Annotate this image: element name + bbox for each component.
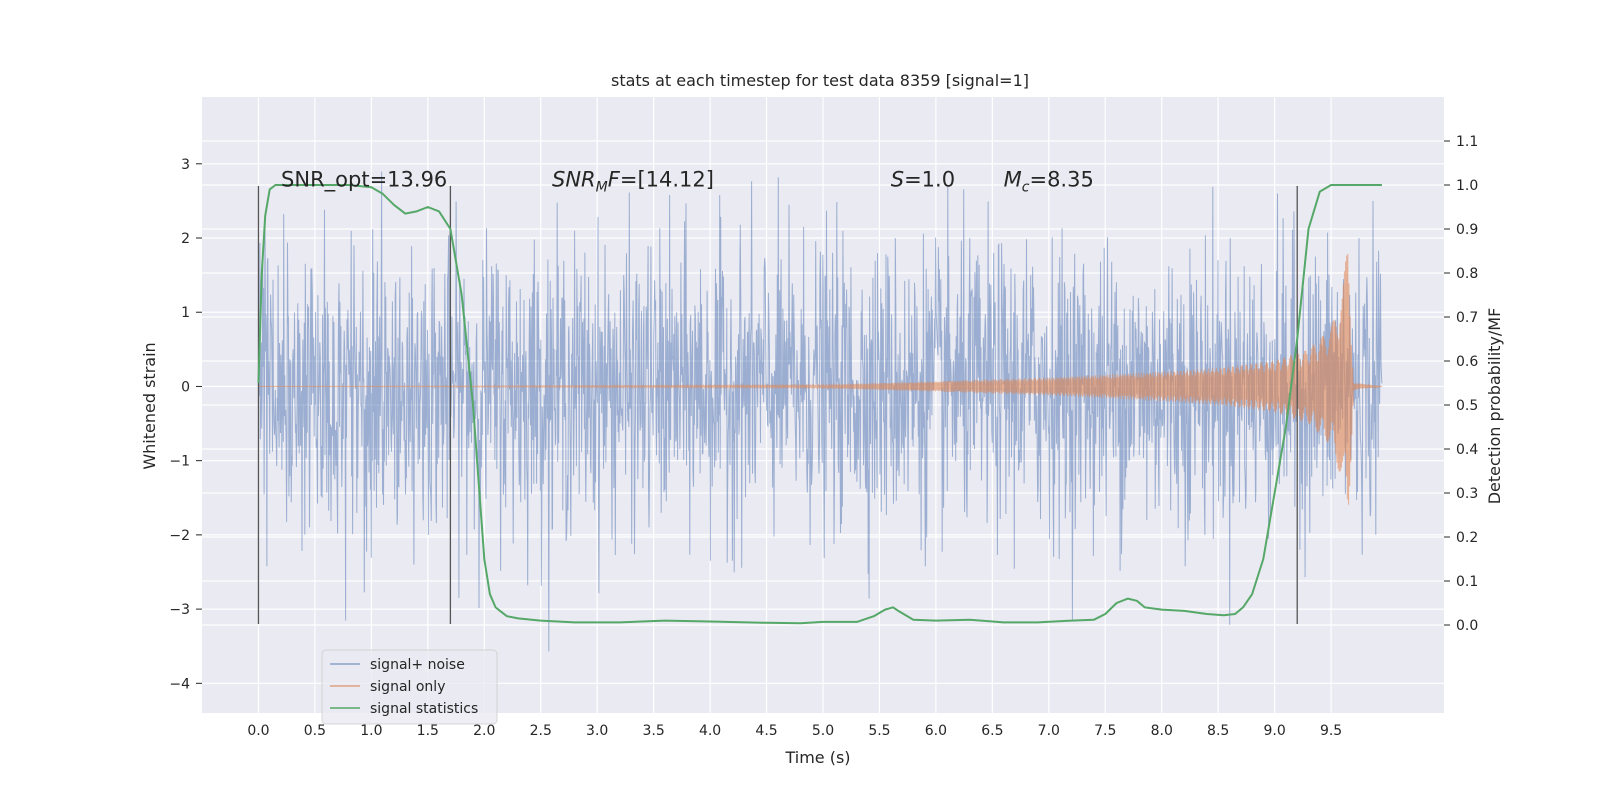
annotation-1: SNRMF=[14.12] xyxy=(552,168,714,196)
vertical-markers xyxy=(257,186,1298,624)
x-tick-label: 9.0 xyxy=(1264,723,1286,739)
y2-tick-label: 1.0 xyxy=(1456,178,1478,194)
signal-plus-noise-line xyxy=(258,171,1383,652)
y-tick-label: −3 xyxy=(169,602,190,618)
y2-tick-label: 0.7 xyxy=(1456,310,1478,326)
y2-tick-label: 0.2 xyxy=(1456,530,1478,546)
y2-axis-label: Detection probability/MF xyxy=(1485,308,1504,505)
y-tick-label: 2 xyxy=(181,231,190,247)
x-tick-label: 4.5 xyxy=(755,723,777,739)
x-tick-label: 5.0 xyxy=(812,723,834,739)
y2-tick-label: 0.8 xyxy=(1456,266,1478,282)
y-tick-label: −1 xyxy=(169,454,190,470)
x-tick-label: 0.5 xyxy=(304,723,326,739)
x-tick-label: 3.0 xyxy=(586,723,608,739)
series-signal-plus-noise xyxy=(258,171,1383,652)
x-tick-label: 6.0 xyxy=(925,723,947,739)
y2-tick-label: 0.0 xyxy=(1456,618,1478,634)
y2-tick-label: 0.6 xyxy=(1456,354,1478,370)
y2-tick-label: 0.1 xyxy=(1456,574,1478,590)
x-tick-label: 1.0 xyxy=(360,723,382,739)
y-ticks: 3 2 1 0 −1 −2 −3 −4 xyxy=(169,157,202,692)
y-axis-label: Whitened strain xyxy=(140,342,159,469)
legend-label-stats: signal statistics xyxy=(370,701,478,717)
series-signal-only xyxy=(258,253,1383,505)
signal-only-line xyxy=(258,253,1383,505)
x-tick-label: 2.5 xyxy=(530,723,552,739)
legend-box xyxy=(321,649,498,725)
x-tick-label: 4.0 xyxy=(699,723,721,739)
y2-tick-label: 0.9 xyxy=(1456,222,1478,238)
x-tick-label: 6.5 xyxy=(981,723,1003,739)
x-tick-label: 7.0 xyxy=(1038,723,1060,739)
x-tick-label: 2.0 xyxy=(473,723,495,739)
x-ticks: 0.0 0.5 1.0 1.5 2.0 2.5 3.0 3.5 4.0 4.5 5.0 5.5 6.0 6… xyxy=(247,723,1342,739)
y-tick-label: 3 xyxy=(181,157,190,173)
legend-label-signal: signal only xyxy=(370,679,445,695)
y2-tick-label: 0.3 xyxy=(1456,486,1478,502)
y-tick-label: 1 xyxy=(181,305,190,321)
x-tick-label: 1.5 xyxy=(417,723,439,739)
y2-tick-label: 0.5 xyxy=(1456,398,1478,414)
x-tick-label: 7.5 xyxy=(1094,723,1116,739)
y2-tick-label: 1.1 xyxy=(1456,134,1478,150)
x-tick-label: 3.5 xyxy=(643,723,665,739)
series-signal-statistics xyxy=(257,184,1382,625)
y-tick-label: −4 xyxy=(169,676,190,692)
annotation-0: SNR_opt=13.96 xyxy=(281,168,447,193)
x-tick-label: 5.5 xyxy=(868,723,890,739)
legend-label-noise: signal+ noise xyxy=(370,657,465,673)
annotations: SNR_opt=13.96 SNRMF=[14.12] S=1.0 Mc=8.35 xyxy=(281,168,1094,196)
annotation-3: Mc=8.35 xyxy=(1004,168,1094,196)
x-tick-label: 0.0 xyxy=(247,723,269,739)
chart-title: stats at each timestep for test data 835… xyxy=(611,71,1029,90)
x-tick-label: 9.5 xyxy=(1320,723,1342,739)
x-tick-label: 8.5 xyxy=(1207,723,1229,739)
y2-ticks: 1.1 1.0 0.9 0.8 0.7 0.6 0.5 0.4 0.3 0.2 0.1 0.0 xyxy=(1444,134,1478,634)
x-tick-label: 8.0 xyxy=(1151,723,1173,739)
y-tick-label: 0 xyxy=(181,379,190,395)
y2-tick-label: 0.4 xyxy=(1456,442,1478,458)
legend: signal+ noise signal only signal statist… xyxy=(321,649,498,725)
signal-statistics-line xyxy=(257,184,1382,625)
x-axis-label: Time (s) xyxy=(784,748,850,767)
y-tick-label: −2 xyxy=(169,528,190,544)
annotation-2: S=1.0 xyxy=(891,168,955,192)
